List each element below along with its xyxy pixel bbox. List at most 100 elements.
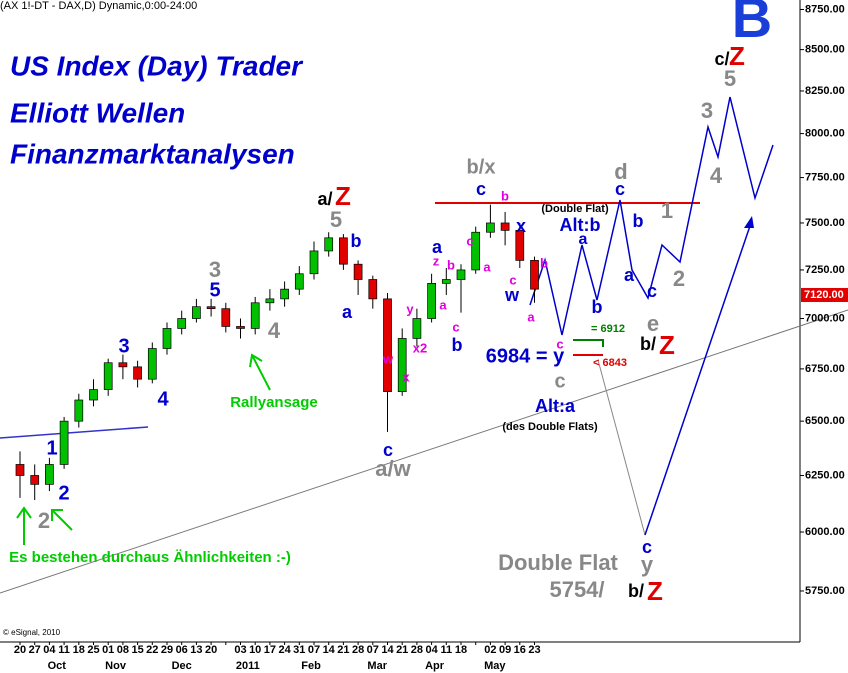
x-tick-label: 10 (249, 644, 261, 656)
candle-body (309, 250, 319, 275)
x-tick-label: 21 (337, 644, 349, 656)
annotation: z (433, 253, 440, 268)
x-tick-label: 09 (499, 644, 511, 656)
x-tick-label: 03 (234, 644, 246, 656)
annotation: c (476, 179, 486, 199)
x-tick-label: 29 (161, 644, 173, 656)
annotation: 5754/ (549, 577, 604, 602)
last-price-label: 7120.00 (804, 289, 844, 301)
annotation: w (504, 285, 520, 305)
annotation: d (614, 159, 627, 184)
candle-body (500, 222, 510, 231)
x-tick-label: 14 (381, 644, 394, 656)
annotation: © eSignal, 2010 (3, 628, 61, 637)
annotation: y (406, 301, 414, 316)
annotation: a/w (375, 456, 411, 481)
annotation: 4 (268, 318, 281, 343)
x-tick-label: 13 (190, 644, 202, 656)
annotation: b/x (467, 156, 496, 178)
annotation: Z (647, 576, 663, 606)
x-tick-label: 27 (29, 644, 41, 656)
projection-path (529, 96, 774, 336)
annotation: 1 (661, 198, 673, 223)
month-label: 2011 (236, 660, 260, 672)
annotation: 2 (38, 508, 50, 533)
annotation: c (642, 537, 652, 557)
x-tick-label: 31 (293, 644, 305, 656)
annotation: = 6912 (591, 323, 625, 335)
candle-body (162, 328, 172, 349)
x-tick-label: 21 (396, 644, 408, 656)
x-tick-label: 07 (308, 644, 320, 656)
annotation: Z (729, 41, 745, 71)
candle-body (412, 318, 422, 339)
x-tick-label: 04 (425, 644, 438, 656)
candle-body (339, 237, 348, 265)
annotation: b (351, 231, 362, 251)
candle-body (133, 366, 142, 380)
candle-body (441, 279, 451, 284)
annotation: a (527, 309, 535, 324)
y-tick-label: 7250.00 (805, 264, 845, 276)
y-tick-label: 8500.00 (805, 44, 845, 56)
x-tick-label: 07 (367, 644, 379, 656)
last-price-tag (801, 287, 848, 302)
support-line (0, 309, 848, 594)
annotation: 3 (209, 257, 221, 282)
candle-body (397, 338, 407, 392)
candle-body (368, 279, 378, 300)
candle-body (265, 298, 275, 304)
candle-body (383, 298, 392, 392)
candle-body (236, 326, 245, 329)
x-tick-label: 14 (323, 644, 336, 656)
annotation: Elliott Wellen (10, 97, 185, 128)
annotation: b (540, 255, 548, 270)
annotation: x (402, 369, 410, 384)
annotation: Rallyansage (230, 394, 318, 411)
annotation: w (382, 351, 394, 366)
arrow (51, 509, 73, 531)
annotation: b (452, 335, 463, 355)
month-label: Feb (301, 660, 321, 672)
annotation: (Double Flat) (541, 203, 609, 215)
annotation: c (647, 281, 657, 301)
x-tick-label: 11 (440, 644, 452, 656)
annotation: 5 (209, 279, 220, 301)
month-label: Dec (172, 660, 192, 672)
annotation: b/ (628, 581, 644, 601)
x-tick-label: 15 (131, 644, 143, 656)
y-tick-label: 6000.00 (805, 526, 845, 538)
annotation: 3 (118, 335, 129, 357)
candle-body (515, 230, 525, 261)
arrow (51, 509, 63, 521)
annotation: 3 (701, 98, 713, 123)
candle-body (192, 306, 201, 319)
annotation: x2 (413, 340, 427, 355)
annotation: a/ (317, 189, 332, 209)
month-label: Oct (48, 660, 67, 672)
candle-body (427, 283, 436, 319)
x-tick-label: 06 (176, 644, 188, 656)
candle-body (280, 288, 289, 300)
x-tick-label: 17 (264, 644, 276, 656)
x-tick-label: 02 (484, 644, 496, 656)
candle-body (118, 362, 128, 368)
candle-body (221, 308, 231, 327)
annotation: a (579, 231, 588, 248)
x-tick-label: 01 (102, 644, 114, 656)
annotation: x (516, 216, 526, 236)
x-tick-label: 18 (73, 644, 85, 656)
annotation: < 6843 (593, 357, 627, 369)
x-tick-label: 22 (146, 644, 158, 656)
y-tick-label: 6500.00 (805, 415, 845, 427)
projection-up (644, 219, 753, 536)
candle-body (45, 464, 54, 485)
arrows (16, 353, 271, 545)
annotation: 1 (46, 437, 57, 459)
arrow (16, 506, 32, 519)
candle-body (471, 231, 481, 271)
target-line (573, 339, 604, 347)
annotation: Alt:a (535, 396, 576, 416)
annotation: Finanzmarktanalysen (10, 138, 295, 169)
y-tick-label: 7500.00 (805, 217, 845, 229)
